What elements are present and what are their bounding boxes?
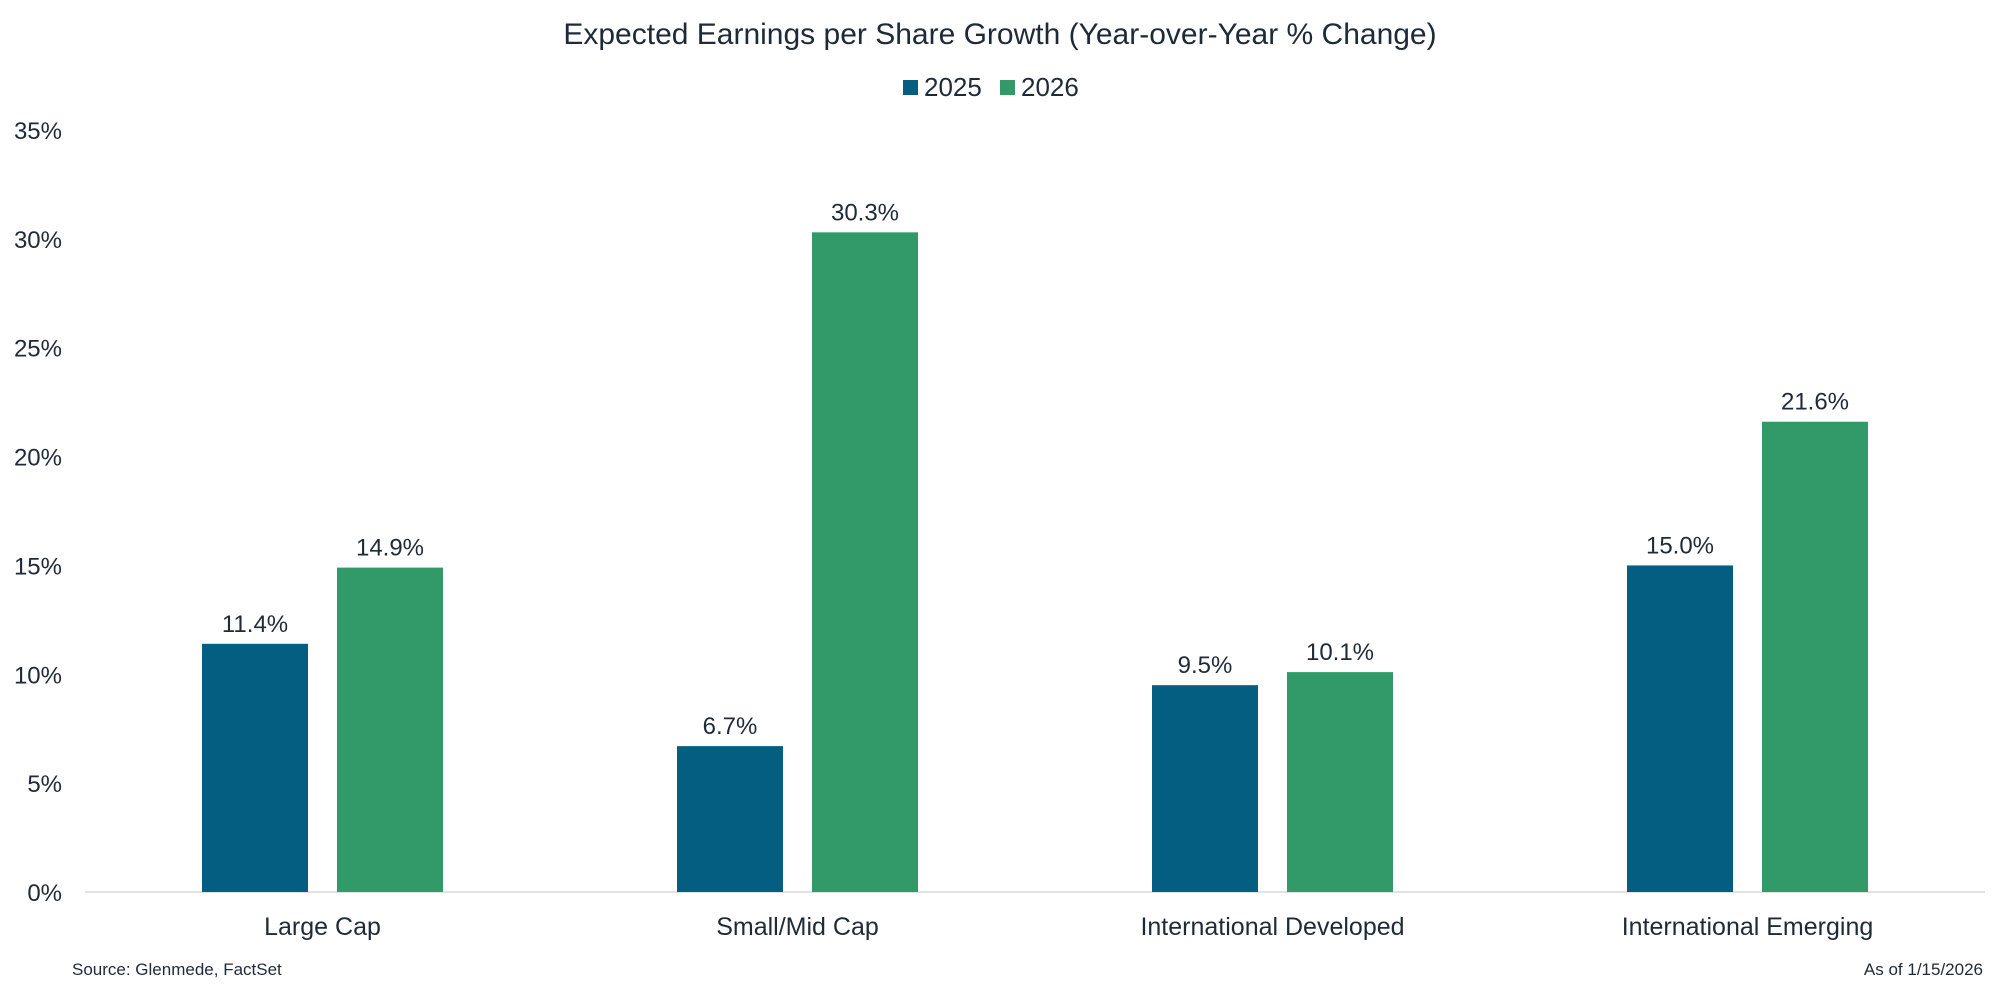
legend-swatch-2026 <box>1000 80 1015 95</box>
bar-2026-1 <box>812 232 918 893</box>
legend-label-2026: 2026 <box>1021 72 1079 102</box>
bar-2025-2 <box>1152 685 1258 892</box>
chart-title: Expected Earnings per Share Growth (Year… <box>563 18 1436 51</box>
as-of-note: As of 1/15/2026 <box>1864 960 1983 979</box>
y-tick-label: 0% <box>27 880 62 907</box>
legend-label-2025: 2025 <box>924 72 982 102</box>
bars: 11.4% 14.9% 6.7% 30.3% 9.5% 10.1% 15.0% 21.6% <box>202 199 1868 893</box>
data-label-2025-3: 15.0% <box>1646 532 1714 559</box>
legend-swatch-2025 <box>903 80 918 95</box>
data-label-2026-1: 30.3% <box>831 199 899 226</box>
x-axis: Large Cap Small/Mid Cap International Deve… <box>264 913 1873 941</box>
data-label-2026-3: 21.6% <box>1781 389 1849 416</box>
y-tick-label: 15% <box>14 553 62 580</box>
source-note: Source: Glenmede, FactSet <box>72 960 282 979</box>
data-label-2025-2: 9.5% <box>1178 652 1233 679</box>
data-label-2025-0: 11.4% <box>222 611 288 638</box>
legend: 2025 2026 <box>903 72 1079 102</box>
x-category-label: Small/Mid Cap <box>716 913 879 941</box>
data-label-2026-0: 14.9% <box>356 535 424 562</box>
bar-2025-1 <box>677 746 783 892</box>
bar-2026-2 <box>1287 672 1393 892</box>
y-tick-label: 25% <box>14 336 62 363</box>
bar-2025-3 <box>1627 565 1733 892</box>
y-tick-label: 20% <box>14 445 62 472</box>
data-label-2026-2: 10.1% <box>1306 639 1374 666</box>
y-tick-label: 10% <box>14 662 62 689</box>
bar-2025-0 <box>202 643 308 892</box>
x-category-label: International Emerging <box>1622 913 1874 941</box>
y-tick-label: 5% <box>27 771 62 798</box>
y-axis: 0% 5% 10% 15% 20% 25% 30% 35% <box>14 118 62 907</box>
x-category-label: Large Cap <box>264 913 381 941</box>
y-tick-label: 30% <box>14 227 62 254</box>
x-category-label: International Developed <box>1140 913 1404 941</box>
bar-2026-3 <box>1762 421 1868 892</box>
data-label-2025-1: 6.7% <box>703 713 758 740</box>
y-tick-label: 35% <box>14 118 62 145</box>
bar-2026-0 <box>337 567 443 892</box>
